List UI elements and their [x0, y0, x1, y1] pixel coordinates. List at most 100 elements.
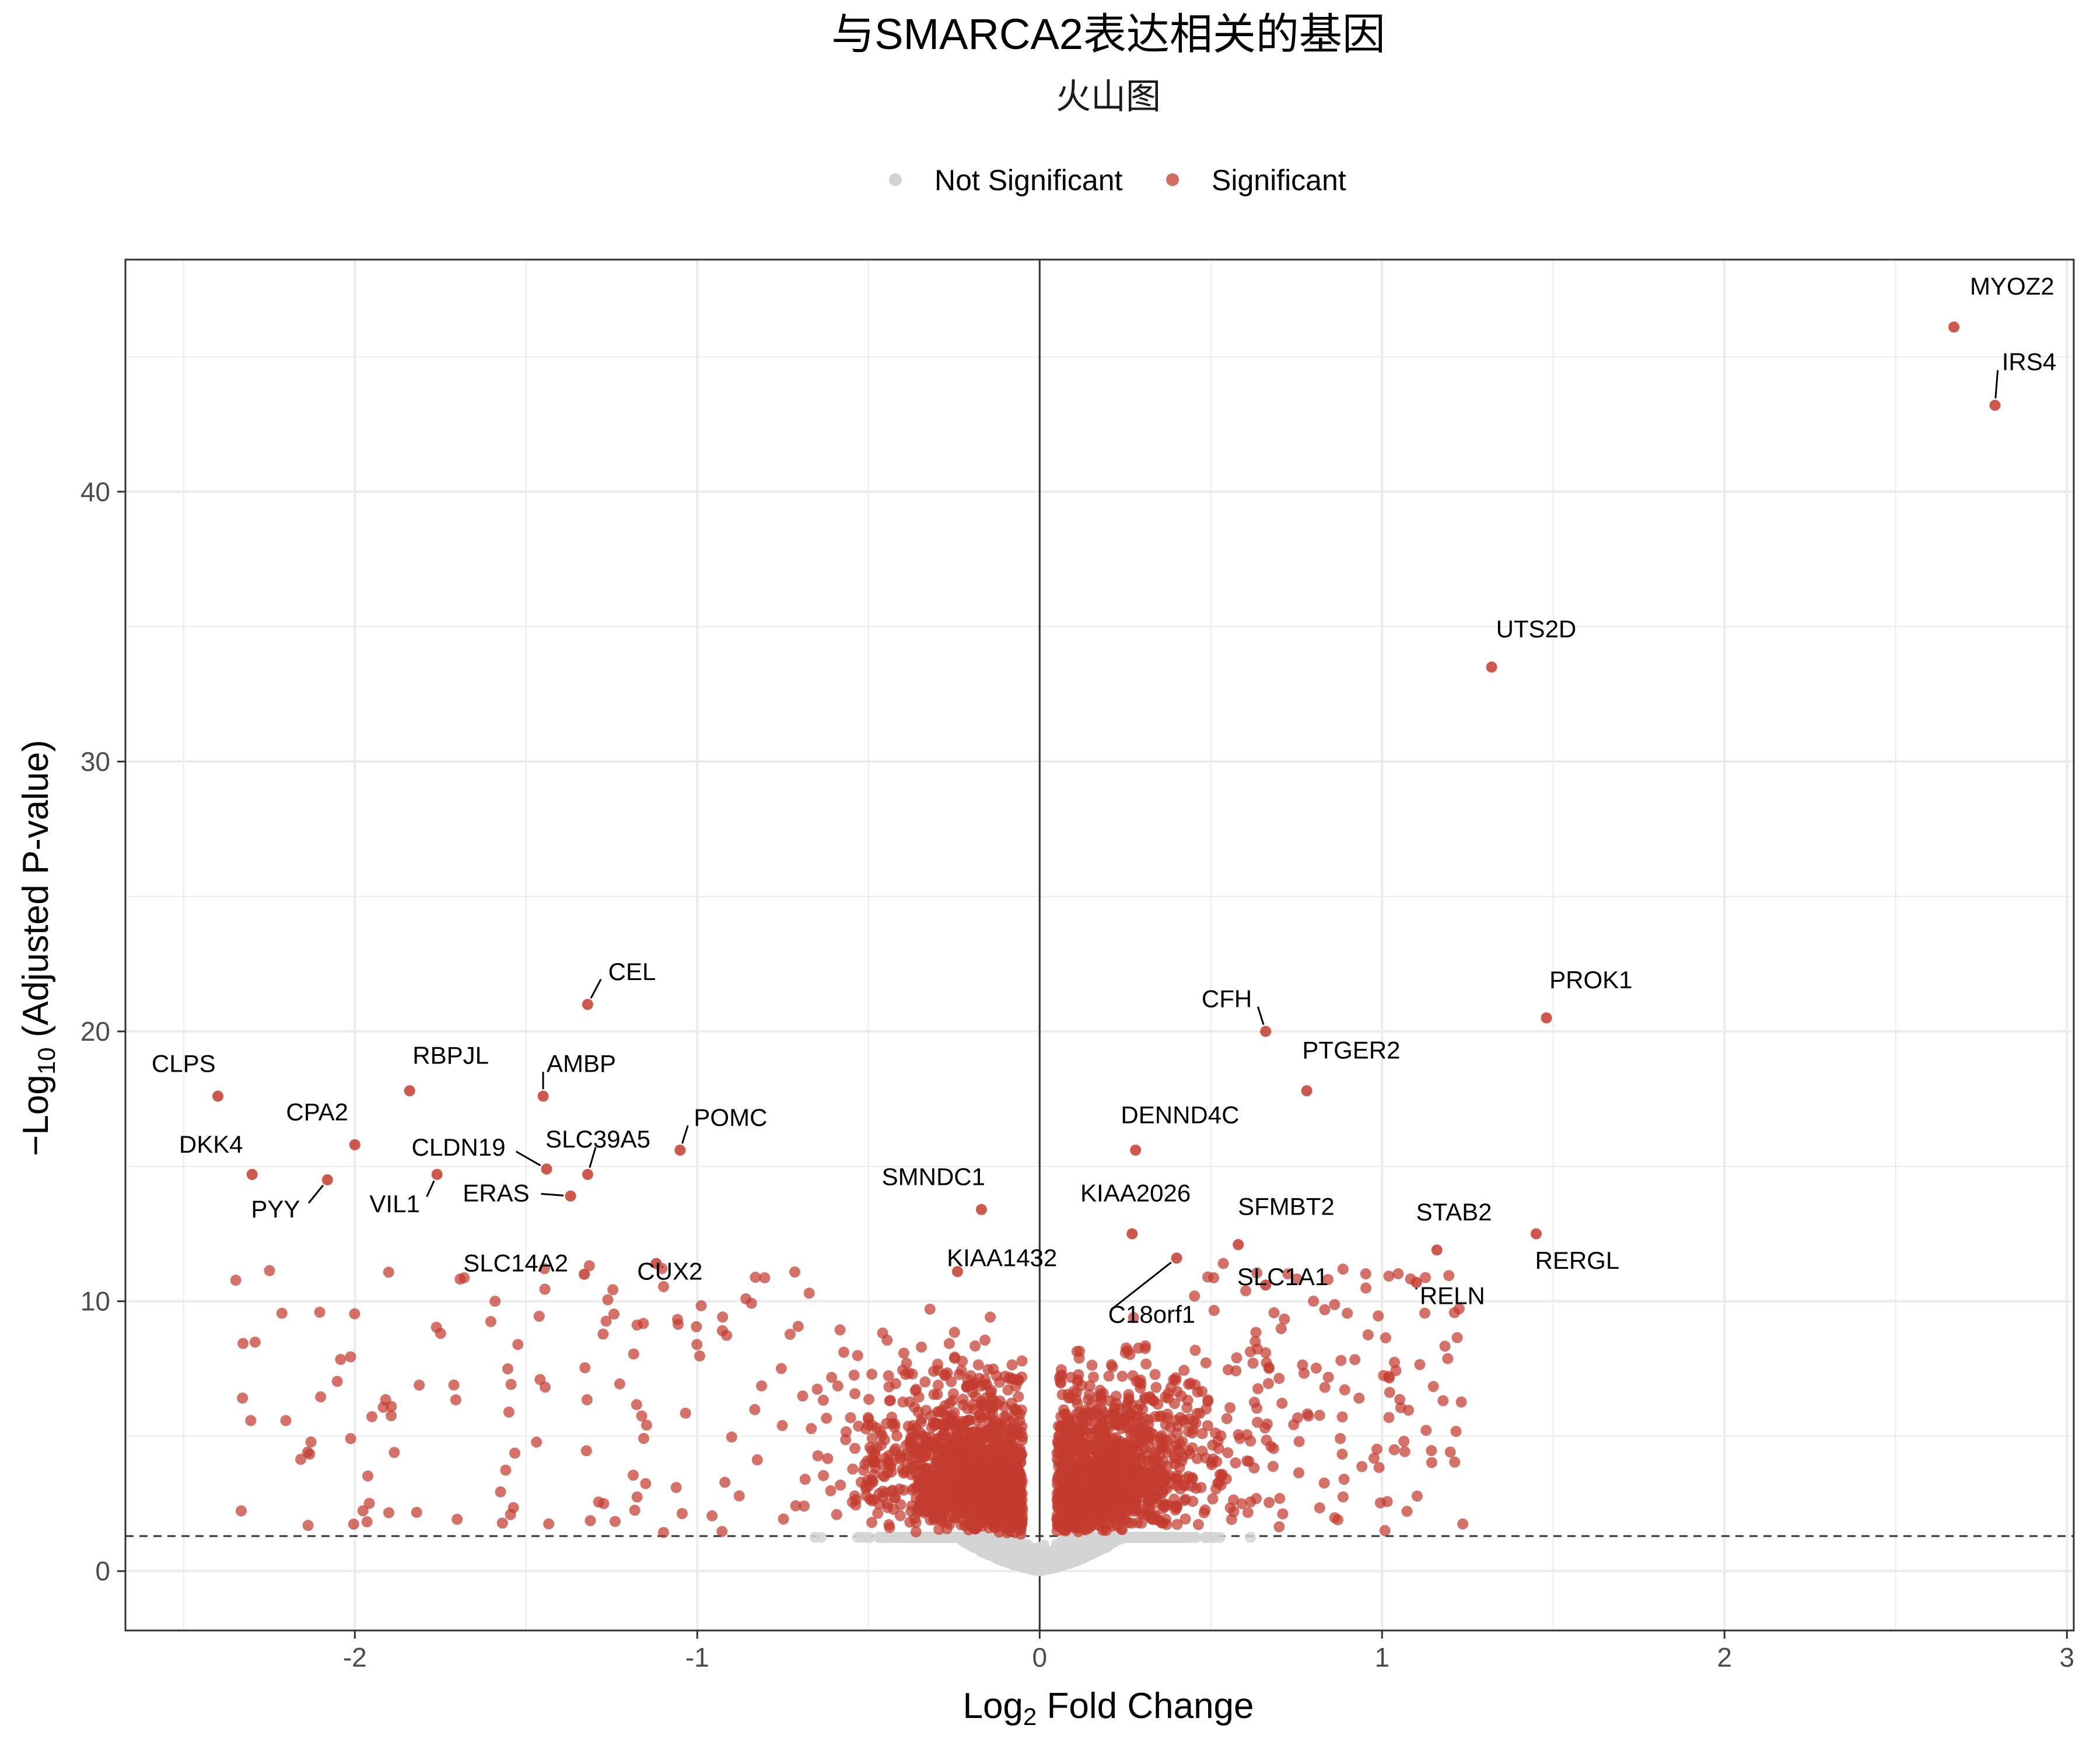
- gene-point-significant: [1273, 1373, 1284, 1384]
- gene-point-significant: [1000, 1473, 1011, 1484]
- gene-point-significant: [1268, 1461, 1279, 1472]
- gene-point-significant: [1150, 1369, 1161, 1380]
- gene-point-significant: [812, 1384, 823, 1395]
- legend: Not Significant Significant: [889, 164, 1346, 197]
- gene-point-significant: [797, 1391, 808, 1402]
- gene-point-significant: [1402, 1506, 1413, 1517]
- gene-point-significant: [938, 1453, 949, 1464]
- gene-point-significant: [1294, 1436, 1305, 1447]
- gene-point-significant: [1178, 1365, 1189, 1376]
- gene-point-significant: [306, 1436, 317, 1447]
- gene-point-significant: [983, 1401, 994, 1412]
- gene-point-significant: [847, 1464, 858, 1475]
- gene-point-significant: [952, 1499, 963, 1510]
- gene-point-significant: [970, 1341, 981, 1352]
- gene-point-significant: [1152, 1399, 1163, 1410]
- gene-point-significant: [1336, 1448, 1348, 1460]
- gene-point-significant: [1072, 1493, 1083, 1504]
- gene-point-significant: [1373, 1310, 1384, 1321]
- gene-point-significant: [1092, 1488, 1103, 1499]
- gene-point-significant: [1363, 1329, 1374, 1341]
- gene-point-significant: [979, 1335, 991, 1346]
- gene-point-significant: [934, 1489, 945, 1500]
- gene-point-significant: [877, 1328, 888, 1339]
- gene-point-significant: [877, 1486, 888, 1497]
- gene-point-significant: [1007, 1359, 1018, 1370]
- gene-point-significant: [1160, 1474, 1171, 1485]
- gene-point-not-significant: [816, 1532, 827, 1543]
- gene-point-significant: [985, 1311, 996, 1322]
- gene-point-not-significant: [1090, 1544, 1101, 1555]
- gene-point-not-significant: [852, 1532, 863, 1543]
- gene-point-significant: [506, 1379, 517, 1390]
- gene-point-significant: [1110, 1443, 1121, 1454]
- gene-point-significant: [694, 1350, 705, 1362]
- chart-title: 与SMARCA2表达相关的基因: [831, 10, 1385, 58]
- gene-point-significant: [1139, 1465, 1150, 1476]
- gene-point-significant: [1399, 1446, 1410, 1457]
- gene-point-significant: [1234, 1433, 1245, 1444]
- gene-point-significant: [852, 1350, 863, 1361]
- gene-point-significant: [954, 1369, 965, 1380]
- gene-point-significant: [914, 1499, 925, 1510]
- gene-point-significant: [1003, 1384, 1014, 1395]
- gene-point-significant: [866, 1517, 877, 1528]
- gene-point-significant: [582, 1394, 593, 1405]
- gene-point-significant: [1171, 1480, 1182, 1491]
- gene-point-significant: [335, 1354, 346, 1365]
- gene-point-significant: [835, 1479, 846, 1490]
- gene-point-significant: [607, 1284, 618, 1295]
- gene-point-significant: [1180, 1494, 1191, 1505]
- gene-point-significant: [1384, 1387, 1395, 1398]
- gene-point-significant: [740, 1293, 751, 1304]
- gene-point-significant: [1161, 1447, 1172, 1458]
- gene-point-not-significant: [990, 1548, 1001, 1559]
- gene-point-significant: [1112, 1477, 1124, 1488]
- gene-point-significant: [1087, 1409, 1098, 1420]
- gene-point-significant: [901, 1357, 912, 1369]
- gene-point-significant: [925, 1304, 936, 1315]
- gene-point-significant: [835, 1324, 846, 1335]
- gene-point-significant: [1389, 1357, 1400, 1368]
- gene-point-significant: [949, 1327, 960, 1338]
- gene-point-significant: [928, 1418, 939, 1429]
- gene-point-significant: [1058, 1453, 1069, 1464]
- gene-point-significant: [1071, 1394, 1082, 1405]
- gene-point-significant: [1100, 1462, 1111, 1474]
- gene-point-significant: [691, 1321, 702, 1332]
- gene-point-not-significant: [1005, 1542, 1016, 1553]
- gene-point-significant: [905, 1442, 916, 1453]
- gene-point-significant: [632, 1492, 643, 1503]
- gene-point-significant: [1011, 1404, 1022, 1415]
- gene-point-significant: [916, 1342, 927, 1353]
- gene-point-significant: [1252, 1417, 1263, 1428]
- gene-point-significant: [883, 1381, 894, 1392]
- gene-point-significant: [1440, 1341, 1451, 1352]
- gene-point-significant: [1109, 1402, 1120, 1413]
- gene-point-significant: [1098, 1406, 1110, 1418]
- gene-point-significant: [1140, 1359, 1152, 1370]
- gene-point-significant: [680, 1408, 691, 1419]
- gene-point-significant: [916, 1416, 927, 1427]
- gene-point-significant: [864, 1442, 876, 1453]
- gene-point-significant: [880, 1453, 891, 1464]
- gene-point-significant: [1445, 1447, 1456, 1458]
- gene-point-significant: [1218, 1258, 1229, 1269]
- gene-point-significant: [894, 1451, 905, 1462]
- gene-point-significant: [1166, 1382, 1177, 1393]
- gene-point-significant: [1172, 1444, 1184, 1455]
- gene-point-significant: [1335, 1355, 1346, 1366]
- gene-point-not-significant: [1182, 1532, 1194, 1543]
- gene-point-significant: [1093, 1391, 1104, 1402]
- gene-point-significant: [885, 1395, 896, 1406]
- gene-point-significant: [1128, 1475, 1139, 1486]
- gene-point-significant: [1052, 1471, 1063, 1482]
- gene-point-significant: [1077, 1412, 1088, 1423]
- gene-point-significant: [1302, 1408, 1313, 1419]
- gene-point-significant: [1193, 1519, 1204, 1530]
- gene-point-significant: [785, 1329, 796, 1340]
- gene-point-significant: [250, 1336, 261, 1348]
- gene-point-significant: [1329, 1299, 1340, 1310]
- gene-point-significant: [904, 1397, 915, 1408]
